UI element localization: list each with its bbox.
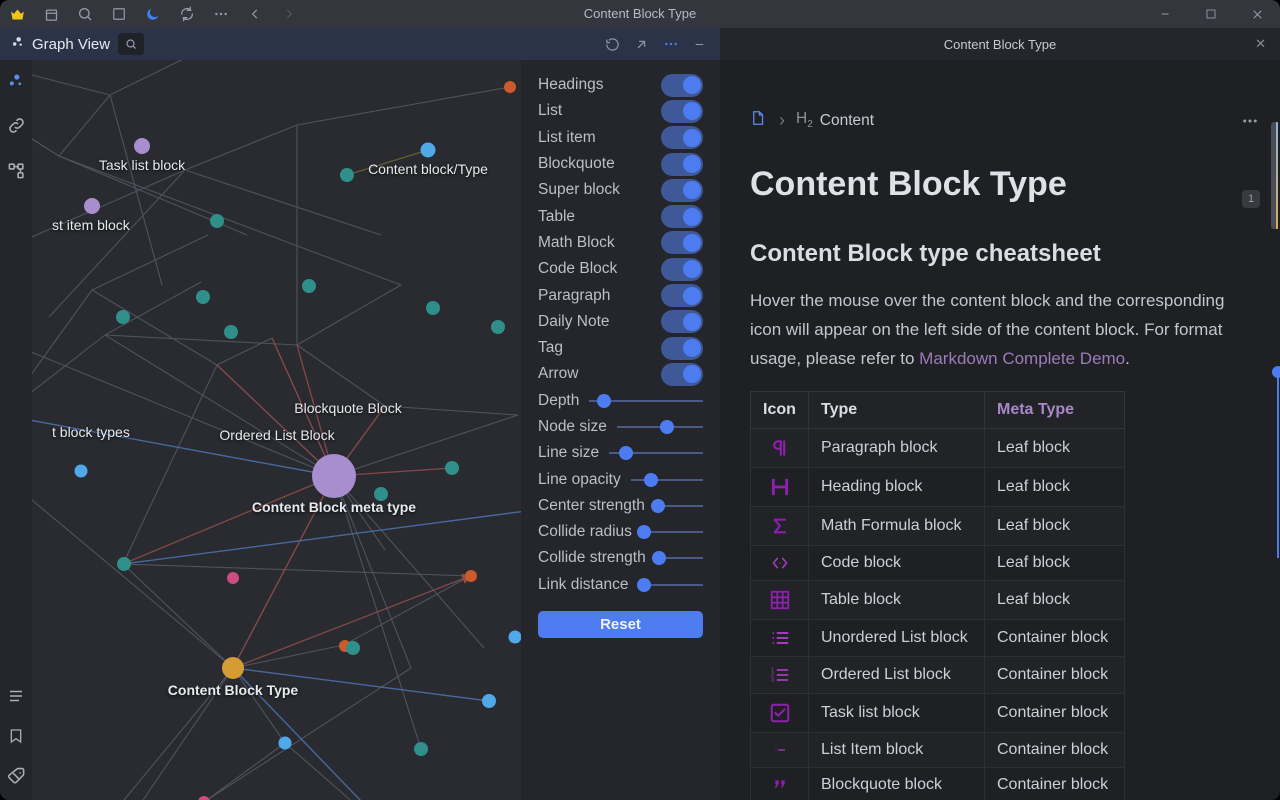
- svg-text:3: 3: [770, 678, 773, 684]
